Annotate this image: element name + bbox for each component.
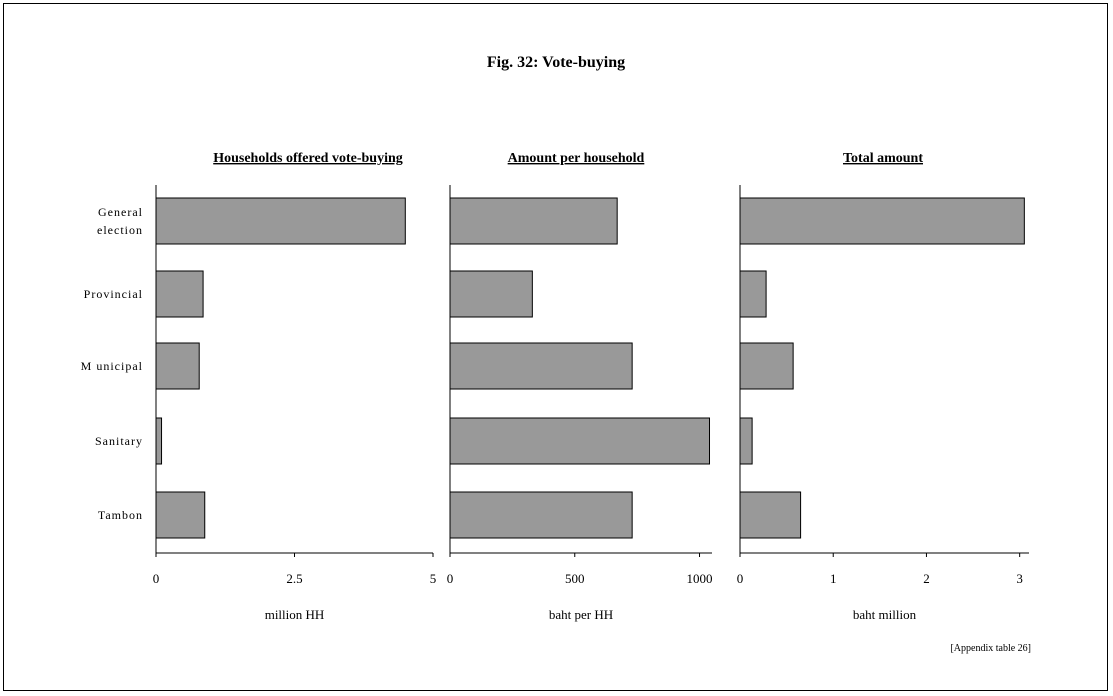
- x-axis-label: baht million: [853, 607, 917, 622]
- bar-5: [739, 491, 802, 539]
- category-label: Tambon: [98, 508, 143, 522]
- bar-5: [155, 491, 206, 539]
- bar-3: [449, 342, 633, 390]
- x-tick-label: 0: [737, 571, 744, 586]
- x-tick-label: 3: [1016, 571, 1023, 586]
- panel-title: Households offered vote-buying: [213, 151, 403, 166]
- bar-1: [739, 197, 1025, 245]
- x-tick-label: 0: [153, 571, 160, 586]
- bar-4: [449, 417, 711, 465]
- x-tick-label: 2.5: [286, 571, 302, 586]
- category-labels: General election Provincial M unicipal Sanit…: [81, 205, 143, 522]
- panel-title: Total amount: [843, 151, 923, 166]
- x-tick-label: 5: [430, 571, 437, 586]
- x-tick-label: 1000: [687, 571, 713, 586]
- x-tick-label: 0: [447, 571, 454, 586]
- category-label: Sanitary: [95, 434, 143, 448]
- x-tick-label: 2: [923, 571, 930, 586]
- x-axis-label: baht per HH: [549, 607, 613, 622]
- panel-title: Amount per household: [508, 151, 645, 166]
- chart-panel-1: Households offered vote-buying 0 2.5 5 milli…: [153, 151, 437, 622]
- bar-2: [155, 270, 204, 318]
- x-axis-label: million HH: [265, 607, 325, 622]
- chart-panel-3: Total amount 0 1 2 3 baht million: [737, 151, 1029, 622]
- bar-3: [155, 342, 200, 390]
- bar-4: [155, 417, 163, 465]
- bar-2: [449, 270, 533, 318]
- category-label: General: [98, 205, 143, 219]
- category-label: M unicipal: [81, 359, 143, 373]
- x-tick-label: 1: [830, 571, 837, 586]
- chart-panels: Households offered vote-buying 0 2.5 5 milli…: [153, 151, 1029, 622]
- figure-title: Fig. 32: Vote-buying: [487, 54, 625, 71]
- bar-2: [739, 270, 767, 318]
- category-label: Provincial: [84, 287, 143, 301]
- chart-panel-2: Amount per household 0 500 1000 baht per HH: [447, 151, 713, 622]
- bar-4: [739, 417, 753, 465]
- source-note: [Appendix table 26]: [950, 643, 1031, 654]
- bar-1: [449, 197, 618, 245]
- bar-1: [155, 197, 406, 245]
- bar-5: [449, 491, 633, 539]
- bar-3: [739, 342, 794, 390]
- category-label: election: [97, 223, 143, 237]
- x-tick-label: 500: [565, 571, 585, 586]
